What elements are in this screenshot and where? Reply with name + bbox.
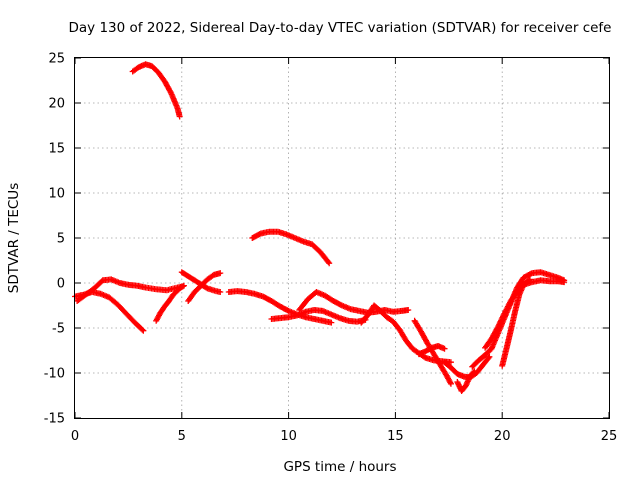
y-tick-label: -10 bbox=[44, 367, 65, 382]
data-point bbox=[470, 369, 477, 376]
data-point bbox=[180, 282, 187, 289]
data-point bbox=[328, 319, 335, 326]
series-arc-10 bbox=[296, 289, 412, 316]
x-tick-label: 20 bbox=[494, 429, 511, 444]
series-arc-18 bbox=[499, 276, 533, 369]
data-point bbox=[326, 260, 333, 267]
y-tick-label: -5 bbox=[52, 322, 65, 337]
data-point bbox=[486, 353, 493, 360]
plot-frame bbox=[74, 57, 610, 419]
data-points bbox=[72, 61, 568, 394]
series-arc-12 bbox=[411, 317, 454, 387]
series-arc-13 bbox=[415, 343, 448, 358]
y-tick-label: 25 bbox=[48, 52, 65, 67]
series-arc-16 bbox=[469, 269, 568, 370]
series-arc-17 bbox=[482, 277, 568, 351]
data-point bbox=[176, 113, 183, 120]
x-tick-label: 10 bbox=[280, 429, 297, 444]
x-tick-label: 5 bbox=[178, 429, 186, 444]
series-arc-7 bbox=[178, 269, 224, 295]
series-arc-4 bbox=[72, 289, 147, 334]
y-tick-label: 15 bbox=[48, 142, 65, 157]
data-point bbox=[217, 270, 224, 277]
data-point bbox=[217, 289, 224, 295]
x-axis-title: GPS time / hours bbox=[283, 459, 396, 475]
data-point bbox=[179, 283, 186, 290]
data-point bbox=[447, 379, 454, 386]
series-arc-15 bbox=[454, 368, 478, 394]
data-point bbox=[447, 380, 454, 387]
y-axis-title: SDTVAR / TECUs bbox=[6, 183, 22, 293]
y-tick-label: -15 bbox=[44, 412, 65, 427]
data-point bbox=[441, 345, 448, 352]
x-tick-label: 15 bbox=[387, 429, 404, 444]
data-point bbox=[447, 359, 454, 366]
y-tick-label: 5 bbox=[57, 232, 65, 247]
y-tick-label: 20 bbox=[48, 97, 65, 112]
grid bbox=[75, 58, 609, 418]
data-point bbox=[526, 276, 533, 283]
chart-title: Day 130 of 2022, Sidereal Day-to-day VTE… bbox=[69, 20, 612, 36]
data-point bbox=[561, 279, 568, 286]
data-point bbox=[525, 277, 532, 284]
data-point bbox=[140, 327, 147, 334]
series-arc-1 bbox=[129, 61, 183, 120]
data-point bbox=[471, 368, 478, 375]
data-point bbox=[405, 307, 412, 313]
data-point bbox=[485, 354, 492, 361]
axis-ticks: 0 5 10 15 20 25 -15 -10 -5 0 5 10 15 20 25 bbox=[44, 52, 618, 445]
y-tick-label: 0 bbox=[57, 277, 65, 292]
data-point bbox=[167, 88, 174, 95]
data-point bbox=[139, 326, 146, 333]
x-tick-label: 0 bbox=[71, 429, 79, 444]
y-tick-label: 10 bbox=[48, 187, 65, 202]
x-tick-label: 25 bbox=[601, 429, 618, 444]
series-arc-5 bbox=[153, 282, 187, 324]
data-point bbox=[325, 259, 332, 265]
series-arc-2 bbox=[249, 228, 333, 267]
